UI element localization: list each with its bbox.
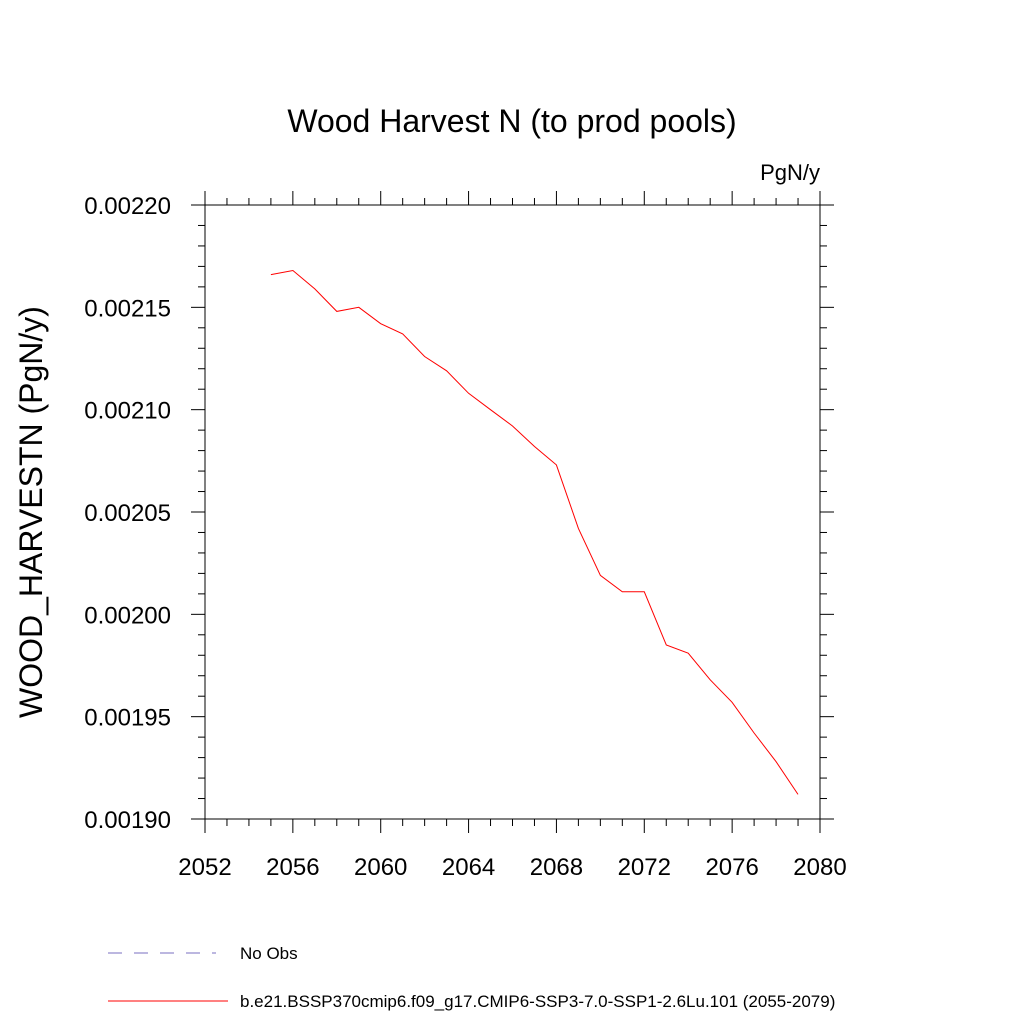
y-tick-label: 0.00205 [84, 500, 171, 527]
y-tick-label: 0.00210 [84, 398, 171, 425]
x-tick-labels: 2052 2056 2060 2064 2068 2072 2076 2080 [178, 854, 846, 881]
legend: No Obs b.e21.BSSP370cmip6.f09_g17.CMIP6-… [108, 944, 835, 1011]
y-tick-label: 0.00190 [84, 807, 171, 834]
chart-title: Wood Harvest N (to prod pools) [287, 103, 736, 139]
y-tick-label: 0.00195 [84, 705, 171, 732]
x-tick-label: 2080 [793, 854, 846, 881]
x-tick-label: 2060 [354, 854, 407, 881]
axis-ticks [191, 191, 834, 833]
x-tick-label: 2072 [618, 854, 671, 881]
y-tick-labels: 0.00190 0.00195 0.00200 0.00205 0.00210 0.002… [84, 193, 171, 834]
x-tick-label: 2052 [178, 854, 231, 881]
legend-label-model-run: b.e21.BSSP370cmip6.f09_g17.CMIP6-SSP3-7.… [240, 992, 835, 1011]
series-lines [270, 269, 799, 795]
x-tick-label: 2076 [705, 854, 758, 881]
units-label: PgN/y [760, 160, 820, 185]
y-tick-label: 0.00220 [84, 193, 171, 220]
y-tick-label: 0.00200 [84, 602, 171, 629]
legend-label-no-obs: No Obs [240, 944, 298, 963]
x-tick-label: 2056 [266, 854, 319, 881]
series-line [270, 269, 799, 795]
y-axis-label: WOOD_HARVESTN (PgN/y) [13, 306, 49, 718]
y-tick-label: 0.00215 [84, 295, 171, 322]
x-tick-label: 2064 [442, 854, 495, 881]
x-tick-label: 2068 [530, 854, 583, 881]
plot-frame [204, 204, 821, 820]
